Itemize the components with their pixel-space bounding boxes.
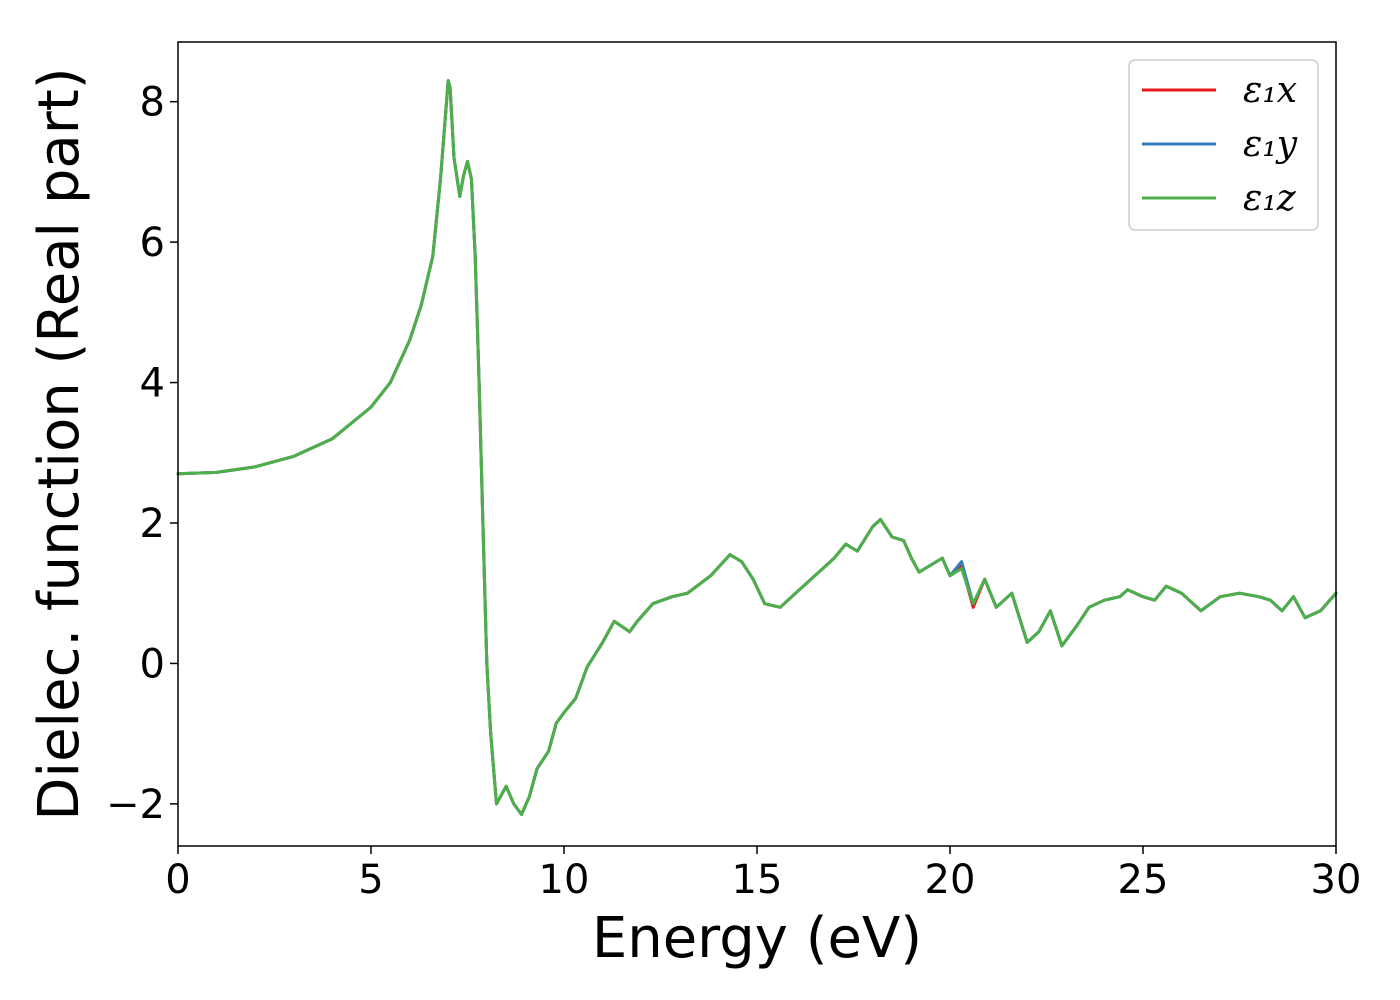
y-tick-label: 6 — [140, 220, 165, 266]
x-tick-label: 5 — [358, 857, 383, 903]
series-lines — [176, 79, 1338, 816]
legend-label-2: ε₁z — [1243, 178, 1297, 219]
x-tick-label: 20 — [925, 857, 976, 903]
y-tick-label: 4 — [140, 361, 165, 407]
y-tick-label: 0 — [140, 641, 165, 687]
y-tick-label: 8 — [140, 80, 165, 126]
x-tick-label: 25 — [1118, 857, 1169, 903]
x-tick-label: 10 — [539, 857, 590, 903]
y-tick-label: 2 — [140, 501, 165, 547]
x-axis-ticks: 0 5 10 15 20 25 30 — [165, 846, 1361, 903]
x-tick-label: 30 — [1311, 857, 1362, 903]
x-axis-label: Energy (eV) — [592, 906, 922, 971]
legend-label-1: ε₁y — [1243, 124, 1298, 165]
legend-label-0: ε₁x — [1243, 70, 1297, 111]
x-tick-label: 15 — [732, 857, 783, 903]
legend: ε₁x ε₁y ε₁z — [1128, 59, 1319, 231]
y-tick-label: −2 — [106, 782, 165, 828]
legend-box — [1128, 59, 1319, 231]
y-axis-label: Dielec. function (Real part) — [27, 67, 92, 820]
series-line-2 — [176, 79, 1338, 816]
x-tick-label: 0 — [165, 857, 190, 903]
y-axis-ticks: −2 0 2 4 6 8 — [106, 80, 178, 828]
